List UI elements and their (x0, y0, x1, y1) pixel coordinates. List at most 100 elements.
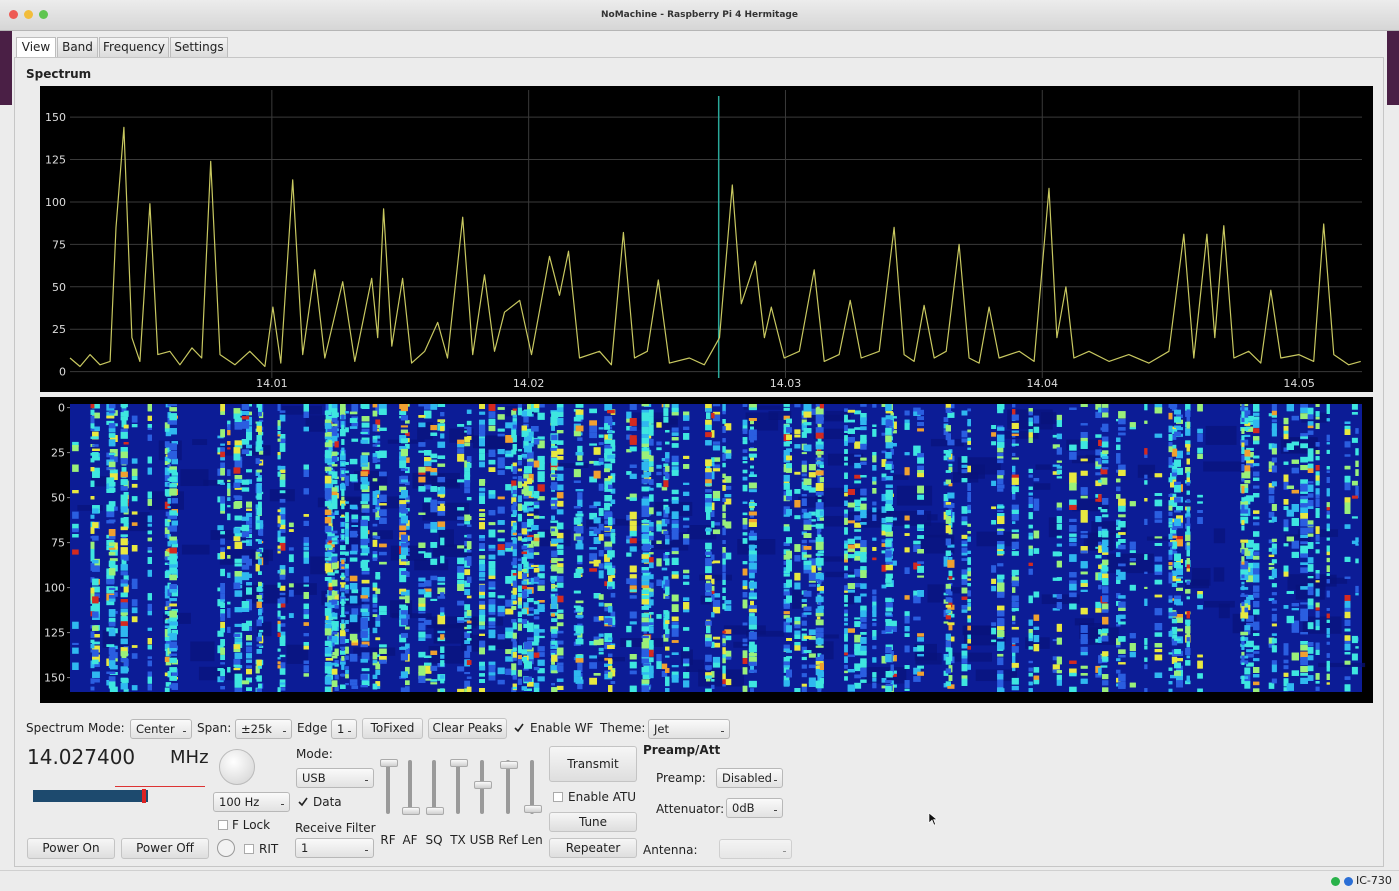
texture (854, 529, 861, 532)
texture (280, 490, 286, 493)
texture (340, 639, 346, 644)
texture (1300, 678, 1308, 684)
texture (604, 404, 612, 411)
texture (854, 569, 861, 577)
texture (997, 528, 1003, 535)
texture (72, 643, 79, 645)
texture (132, 653, 138, 659)
texture (927, 584, 944, 602)
texture (464, 521, 470, 524)
texture (802, 665, 807, 669)
texture (854, 475, 861, 479)
texture (818, 568, 822, 571)
texture (802, 452, 807, 454)
texture (802, 673, 807, 677)
texture (1012, 678, 1019, 685)
texture (713, 491, 720, 499)
texture (589, 662, 597, 669)
texture (713, 445, 720, 450)
texture (1101, 665, 1108, 667)
texture (713, 657, 720, 663)
tab[interactable]: Frequency (99, 37, 169, 57)
texture (1300, 632, 1308, 634)
texture (991, 628, 996, 635)
texture (713, 468, 720, 471)
texture (289, 590, 294, 597)
texture (1300, 586, 1308, 590)
texture (289, 523, 294, 528)
x-tick-label: 14.04 (1027, 377, 1059, 390)
texture (604, 566, 612, 569)
texture (589, 678, 597, 685)
texture (464, 468, 470, 472)
texture (289, 613, 294, 618)
texture (817, 688, 821, 692)
texture (132, 607, 138, 613)
texture (713, 441, 720, 444)
texture (464, 443, 470, 447)
texture (538, 413, 545, 420)
texture (854, 441, 861, 448)
texture (854, 500, 861, 507)
texture (1012, 646, 1019, 653)
texture (589, 426, 597, 433)
texture (711, 685, 714, 689)
texture (1300, 602, 1308, 604)
texture (997, 510, 1003, 512)
texture (991, 441, 996, 445)
tab[interactable]: View (16, 37, 56, 57)
y-tick-label: 25 (52, 323, 66, 336)
texture (802, 494, 807, 496)
texture (662, 568, 668, 571)
tab[interactable]: Settings (170, 37, 228, 57)
texture (1012, 602, 1019, 608)
texture (1318, 663, 1365, 667)
texture (817, 617, 821, 620)
texture (440, 433, 444, 438)
texture (713, 637, 720, 640)
texture (437, 527, 445, 530)
texture (1300, 413, 1308, 419)
texture (440, 538, 444, 546)
texture (854, 410, 861, 414)
texture (351, 519, 358, 522)
texture (1246, 556, 1254, 560)
texture (1012, 686, 1019, 690)
texture (326, 658, 334, 661)
texture (1012, 570, 1019, 576)
texture (784, 665, 790, 667)
texture (1352, 654, 1358, 661)
texture (802, 629, 807, 631)
texture (1012, 415, 1019, 421)
texture (280, 480, 286, 487)
texture (997, 654, 1003, 657)
texture (991, 565, 996, 573)
y-tick-label: 75 (52, 238, 66, 251)
texture (802, 498, 807, 506)
texture (991, 520, 996, 525)
texture (802, 540, 807, 544)
texture (644, 631, 647, 633)
texture (997, 680, 1003, 688)
texture (440, 607, 444, 612)
texture (1355, 448, 1358, 455)
texture (132, 496, 138, 501)
texture (944, 417, 949, 422)
texture (327, 572, 335, 575)
texture (854, 556, 861, 561)
texture (72, 648, 79, 654)
texture (1012, 534, 1019, 539)
texture (1300, 567, 1308, 573)
texture (1355, 646, 1358, 648)
tab[interactable]: Band (57, 37, 98, 57)
texture (132, 583, 138, 589)
texture (882, 565, 887, 572)
texture (351, 686, 358, 689)
texture (854, 543, 861, 548)
texture (1269, 496, 1275, 504)
texture (1012, 458, 1019, 460)
texture (464, 640, 470, 644)
texture (802, 684, 807, 687)
texture (132, 645, 138, 648)
texture (854, 675, 861, 679)
